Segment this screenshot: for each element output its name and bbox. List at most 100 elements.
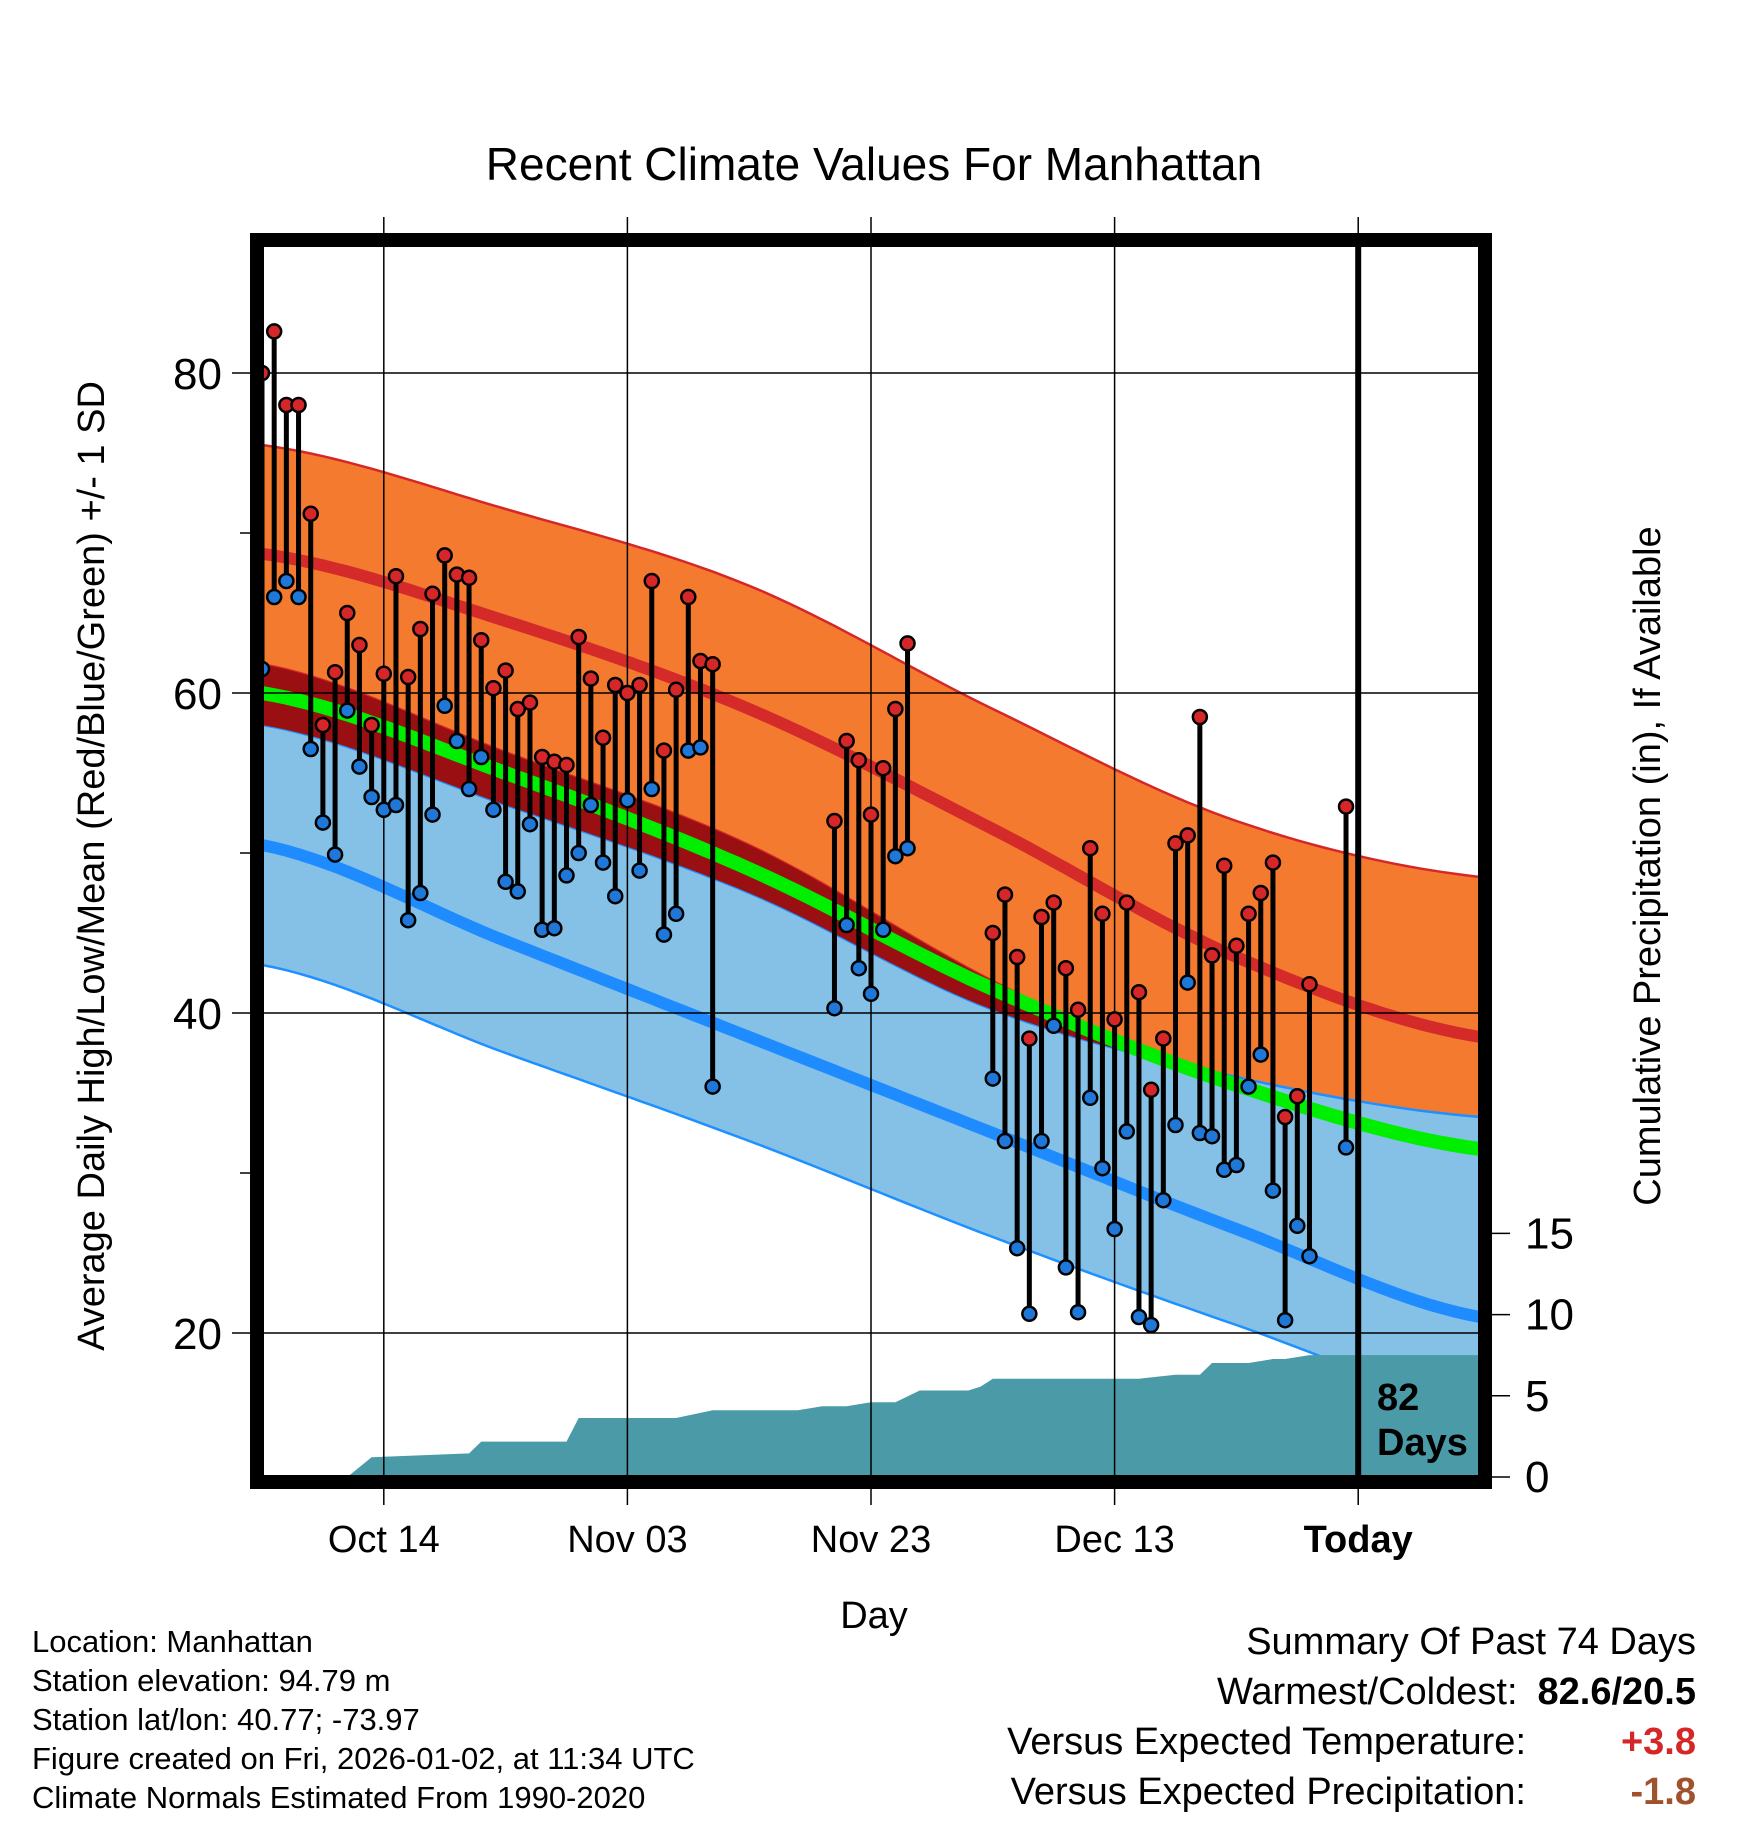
daily-low-point xyxy=(1021,1305,1038,1323)
daily-high-point xyxy=(606,676,624,694)
daily-low-point xyxy=(582,796,600,814)
daily-high-point xyxy=(436,547,453,564)
daily-high-point xyxy=(826,812,843,830)
plot-frame xyxy=(250,233,1492,1489)
daily-low-point xyxy=(1106,1220,1123,1238)
daily-high-point xyxy=(996,886,1014,903)
daily-low-point xyxy=(1203,1127,1221,1145)
x-tick-label: Today xyxy=(1304,1519,1413,1561)
daily-low-point xyxy=(1155,1191,1172,1209)
daily-low-point xyxy=(692,739,709,756)
daily-low-point xyxy=(363,788,380,806)
daily-high-point xyxy=(887,700,904,718)
daily-high-point xyxy=(558,756,575,774)
daily-low-point xyxy=(874,921,892,939)
daily-high-point xyxy=(850,751,868,769)
today-days-count: 82 xyxy=(1377,1377,1419,1419)
daily-high-point xyxy=(485,679,502,697)
daily-high-point xyxy=(570,628,587,646)
daily-low-point xyxy=(1228,1156,1245,1174)
location-text: Location: Manhattan xyxy=(32,1624,313,1659)
daily-high-point xyxy=(1008,948,1026,966)
y2-tick-labels: 0 5 10 15 xyxy=(1525,1209,1574,1502)
daily-low-point xyxy=(302,740,319,758)
daily-low-point xyxy=(1167,1116,1184,1134)
daily-low-point xyxy=(704,1078,721,1095)
temp-departure-row: Versus Expected Temperature: +3.8 xyxy=(1007,1717,1696,1767)
daily-low-point xyxy=(862,985,880,1003)
precip-departure-label: Versus Expected Precipitation: xyxy=(1010,1771,1526,1813)
daily-high-point xyxy=(265,323,283,340)
warm-cold-row: Warmest/Coldest: 82.6/20.5 xyxy=(1007,1667,1696,1717)
daily-high-point xyxy=(1057,959,1075,977)
daily-high-point xyxy=(1215,857,1233,875)
daily-high-point xyxy=(1240,905,1257,923)
daily-high-point xyxy=(1045,894,1062,911)
daily-low-point xyxy=(265,588,283,606)
daily-low-point xyxy=(1240,1078,1257,1095)
daily-low-point xyxy=(509,883,527,900)
y-tick-label: 20 xyxy=(173,1310,222,1359)
daily-high-point xyxy=(1069,1001,1087,1019)
daily-low-point xyxy=(1057,1259,1075,1276)
summary-heading: Summary Of Past 74 Days xyxy=(1246,1621,1696,1663)
daily-low-point xyxy=(399,911,417,929)
daily-low-point xyxy=(850,959,868,977)
daily-low-point xyxy=(984,1070,1002,1087)
daily-high-point xyxy=(619,684,636,702)
daily-low-point xyxy=(594,854,612,871)
daily-low-point xyxy=(899,839,916,857)
daily-high-point xyxy=(643,572,661,590)
daily-high-point xyxy=(351,636,368,654)
daily-low-point xyxy=(1337,1139,1355,1156)
x-tick-label: Oct 14 xyxy=(328,1519,440,1561)
x-tick-labels: Oct 14 Nov 03 Nov 23 Dec 13 Today xyxy=(328,1519,1413,1561)
daily-low-point xyxy=(351,758,368,775)
y-tick-label: 40 xyxy=(173,990,222,1039)
daily-low-point xyxy=(1289,1217,1306,1235)
daily-low-point xyxy=(472,748,490,766)
daily-low-point xyxy=(606,887,624,905)
daily-high-point xyxy=(399,668,417,686)
daily-high-point xyxy=(1337,798,1355,815)
today-days-word: Days xyxy=(1377,1422,1468,1464)
daily-high-point xyxy=(460,569,478,587)
daily-low-point xyxy=(1252,1046,1270,1063)
daily-high-point xyxy=(424,585,441,603)
plot-area xyxy=(262,245,1480,1477)
daily-high-point xyxy=(1167,835,1184,852)
daily-low-point xyxy=(619,791,636,809)
daily-high-point xyxy=(1033,908,1050,926)
daily-low-point xyxy=(1276,1311,1294,1329)
daily-low-point xyxy=(521,815,539,833)
daily-high-point xyxy=(631,676,648,694)
daily-low-point xyxy=(1118,1123,1136,1140)
daily-high-point xyxy=(1252,884,1270,902)
y2-tick-label: 15 xyxy=(1525,1209,1574,1258)
daily-high-point xyxy=(472,631,490,649)
daily-low-point xyxy=(643,780,661,798)
daily-high-point xyxy=(1264,854,1282,871)
daily-high-point xyxy=(838,732,855,750)
daily-high-point xyxy=(874,759,892,777)
daily-high-point xyxy=(290,396,307,414)
y-tick-label: 60 xyxy=(173,670,222,719)
temp-departure-label: Versus Expected Temperature: xyxy=(1007,1721,1526,1763)
y-tick-labels: 20 40 60 80 xyxy=(173,350,222,1359)
daily-high-point xyxy=(1203,947,1221,964)
daily-low-point xyxy=(278,572,295,590)
daily-high-point xyxy=(1142,1081,1160,1099)
daily-low-point xyxy=(1301,1247,1318,1265)
warm-cold-label: Warmest/Coldest: xyxy=(1216,1671,1518,1713)
daily-low-point xyxy=(290,588,307,606)
daily-high-point xyxy=(387,567,405,585)
daily-low-point xyxy=(485,801,502,819)
daily-high-point xyxy=(1301,975,1318,993)
daily-low-point xyxy=(497,873,514,891)
daily-low-point xyxy=(1179,974,1196,991)
daily-high-point xyxy=(1106,1011,1123,1028)
x-tick-label: Dec 13 xyxy=(1054,1519,1174,1561)
daily-high-point xyxy=(1081,839,1099,857)
daily-low-point xyxy=(887,847,904,865)
